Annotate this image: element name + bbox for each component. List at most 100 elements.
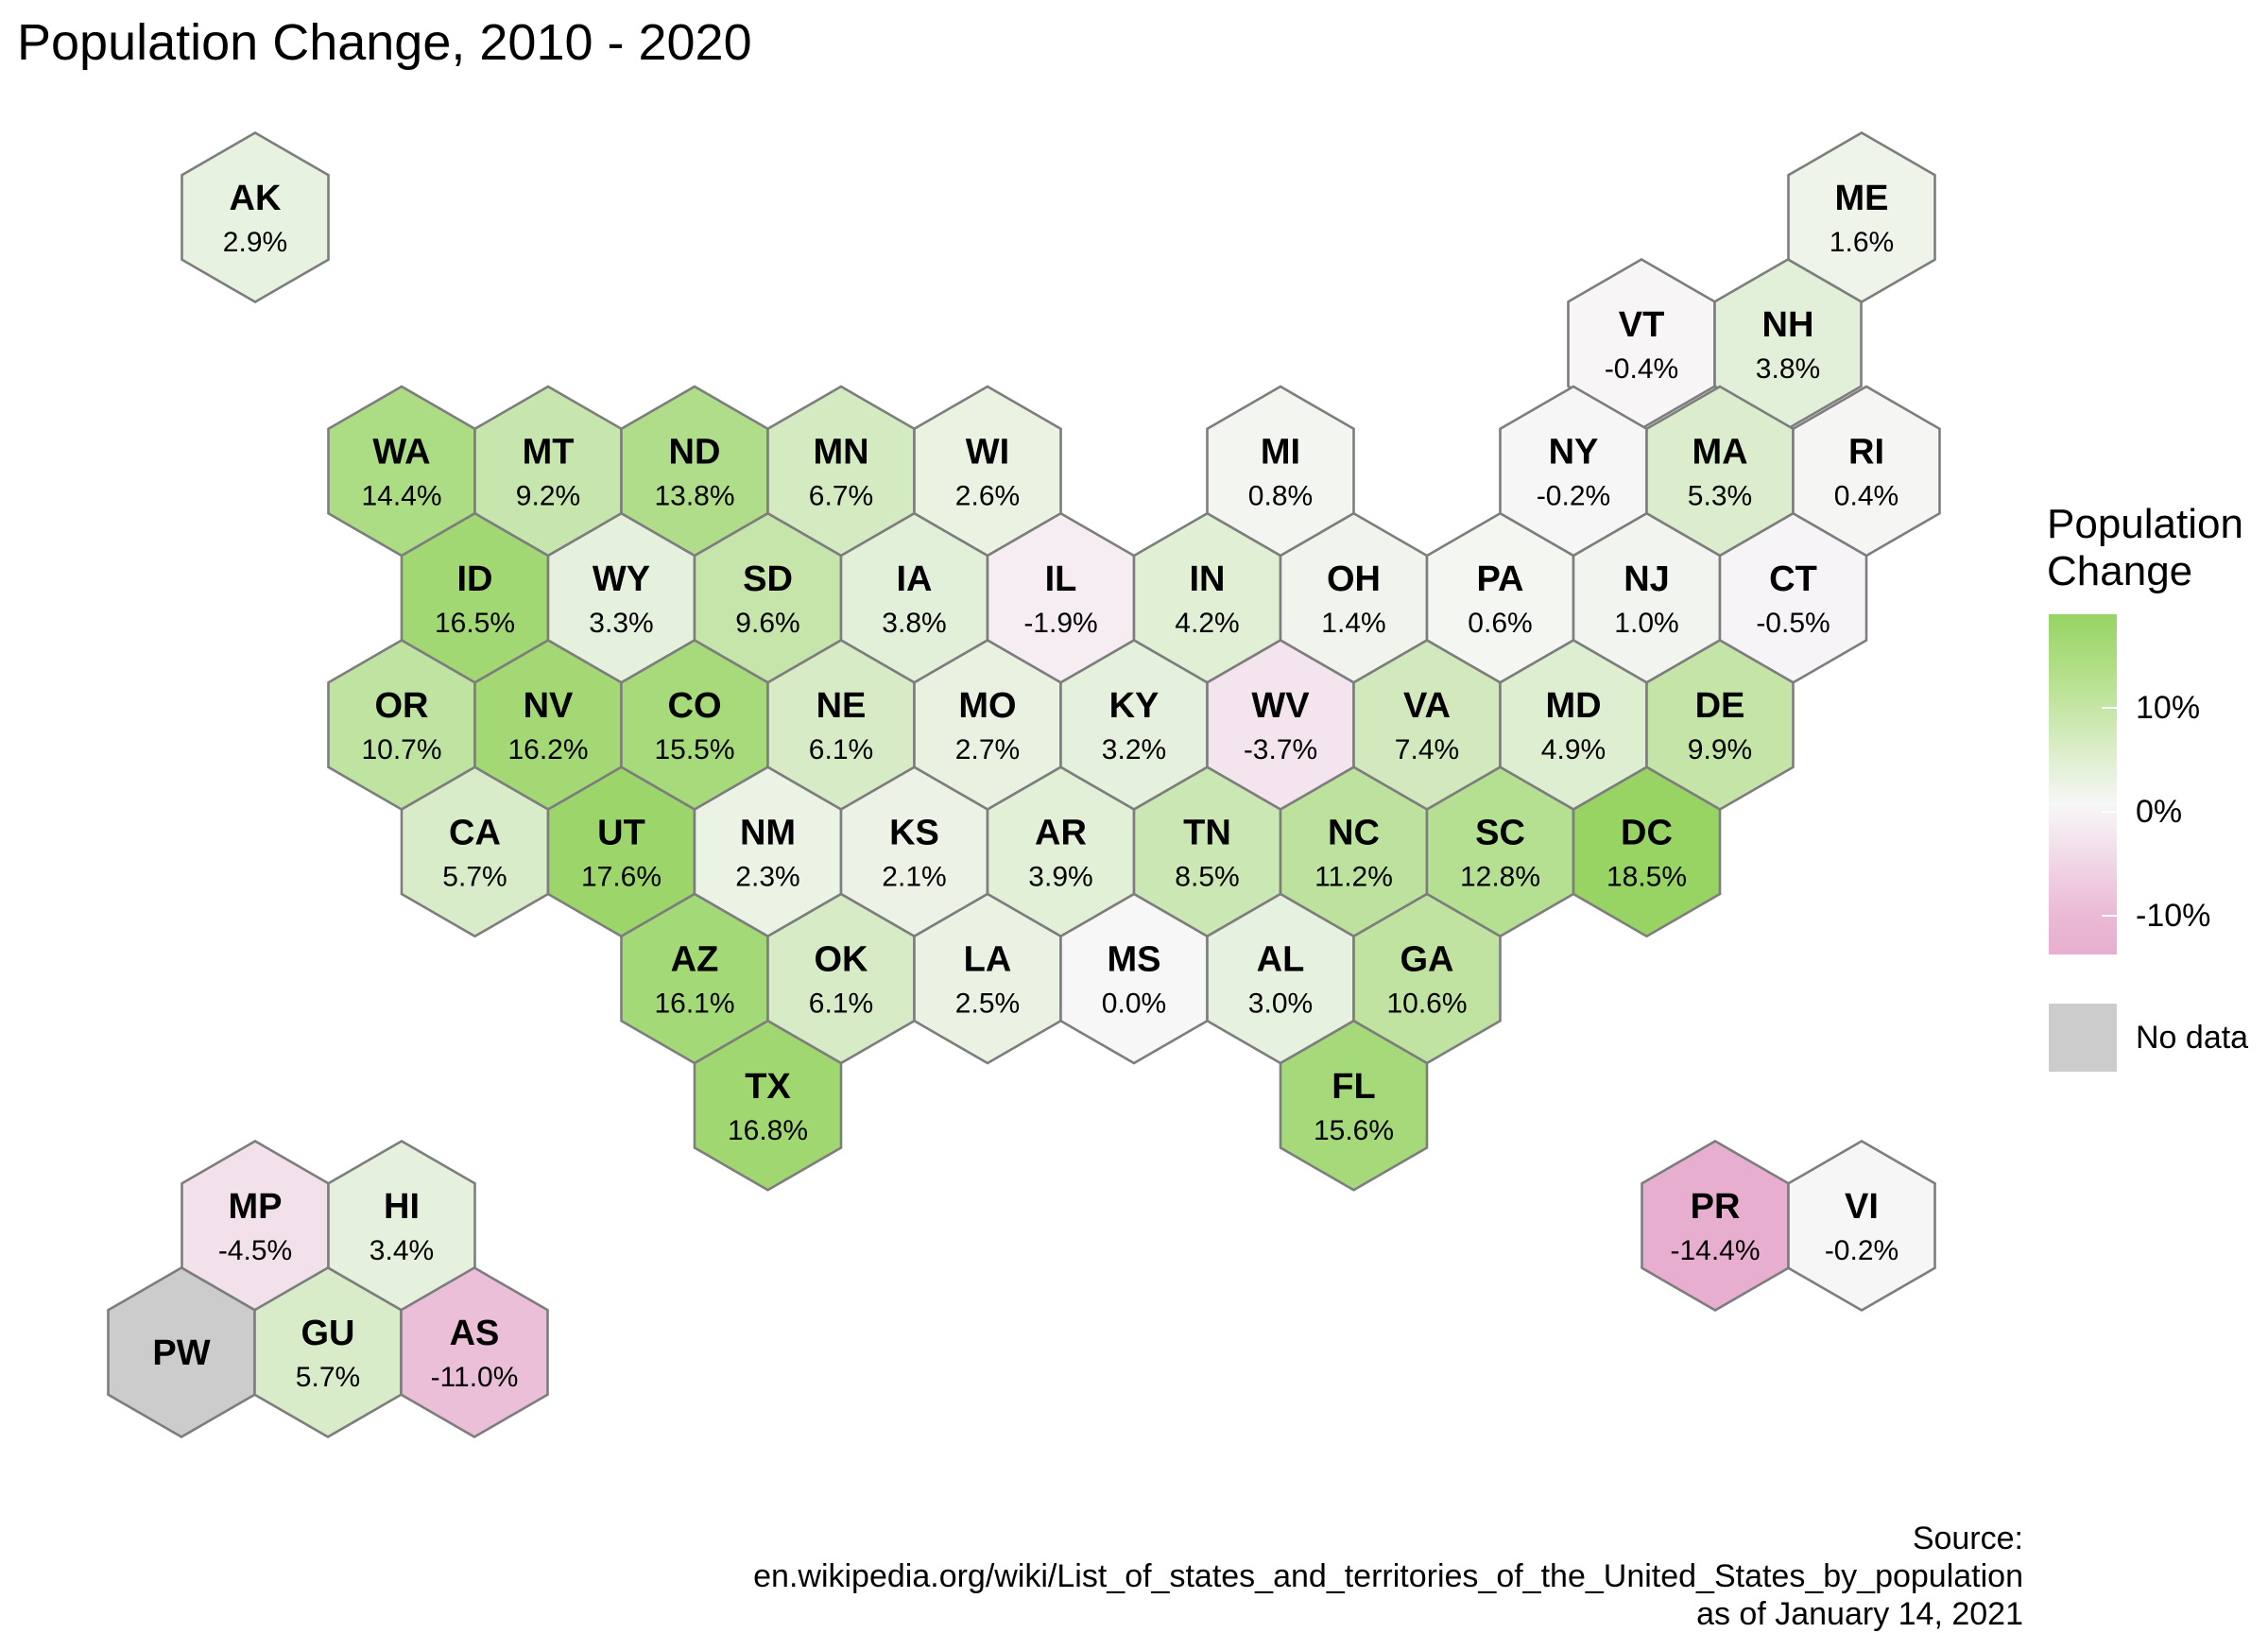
legend-tick-label: 10%	[2136, 690, 2201, 726]
tile-abbr: AZ	[671, 940, 719, 980]
hex-tile-wy: WY 3.3%	[546, 511, 696, 684]
tile-value: -0.2%	[1537, 481, 1610, 512]
hex-tile-pr: PR -14.4%	[1641, 1139, 1790, 1313]
legend-tick-label: -10%	[2136, 898, 2211, 934]
tile-value: 1.4%	[1321, 608, 1385, 639]
hex-cell	[1279, 1019, 1429, 1192]
hex-tile-or: OR 10.7%	[327, 638, 476, 812]
tile-abbr: NM	[740, 813, 796, 852]
tile-abbr: LA	[964, 940, 1012, 980]
tile-value: 0.4%	[1834, 481, 1899, 512]
tile-value: 13.8%	[654, 481, 734, 512]
tile-value: 5.7%	[296, 1362, 360, 1393]
tile-value: 2.5%	[955, 988, 1020, 1020]
tile-value: 9.9%	[1688, 734, 1752, 765]
legend-tick-mark	[2102, 707, 2117, 709]
legend-title-line1: Population	[2047, 501, 2243, 547]
tile-value: 5.7%	[442, 861, 507, 892]
tile-value: 16.5%	[435, 608, 515, 639]
source-caption: Source: en.wikipedia.org/wiki/List_of_st…	[753, 1520, 2023, 1633]
tile-abbr: OH	[1327, 559, 1381, 599]
tile-value: 0.8%	[1248, 481, 1313, 512]
tile-value: -4.5%	[218, 1235, 292, 1266]
tile-abbr: NY	[1549, 433, 1599, 473]
legend-title: Population Change	[2047, 501, 2264, 595]
tile-abbr: ND	[669, 433, 721, 473]
hex-tile-tn: TN 8.5%	[1132, 765, 1282, 938]
tile-abbr: VT	[1619, 305, 1665, 345]
hex-tile-dc: DC 18.5%	[1572, 765, 1722, 938]
tile-abbr: OR	[375, 686, 429, 726]
legend-nodata-label: No data	[2136, 1020, 2249, 1056]
tile-value: 3.8%	[1756, 353, 1820, 385]
tile-value: 1.0%	[1614, 608, 1678, 639]
tile-value: 4.2%	[1175, 608, 1239, 639]
hex-tile-al: AL 3.0%	[1206, 892, 1355, 1065]
tile-value: 3.8%	[882, 608, 946, 639]
tile-abbr: HI	[384, 1187, 420, 1227]
hex-tile-il: IL -1.9%	[986, 511, 1136, 684]
tile-abbr: NC	[1328, 813, 1380, 852]
tile-abbr: RI	[1848, 433, 1884, 473]
tile-abbr: GU	[301, 1314, 355, 1353]
tile-value: 8.5%	[1175, 861, 1239, 892]
tile-abbr: VI	[1845, 1187, 1879, 1227]
hex-tile-in: IN 4.2%	[1132, 511, 1282, 684]
tile-abbr: KS	[889, 813, 939, 852]
hex-tile-nd: ND 13.8%	[620, 385, 769, 558]
tile-abbr: MS	[1108, 940, 1161, 980]
tile-value: 6.1%	[809, 988, 873, 1020]
hex-tile-ny: NY -0.2%	[1499, 385, 1648, 558]
tile-abbr: GA	[1400, 940, 1454, 980]
tile-value: 2.3%	[735, 861, 799, 892]
tile-value: 3.3%	[589, 608, 653, 639]
tile-value: 3.9%	[1028, 861, 1092, 892]
tile-abbr: IA	[897, 559, 933, 599]
hex-tile-la: LA 2.5%	[913, 892, 1062, 1065]
legend-tick-mark	[2102, 915, 2117, 917]
hex-tile-ok: OK 6.1%	[766, 892, 916, 1065]
hex-tile-pa: PA 0.6%	[1425, 511, 1575, 684]
hex-tile-nc: NC 11.2%	[1279, 765, 1429, 938]
tile-value: 16.8%	[728, 1115, 808, 1146]
tile-value: 17.6%	[581, 861, 662, 892]
hex-cell	[180, 130, 330, 304]
tile-value: -0.5%	[1756, 608, 1830, 639]
tile-abbr: MD	[1545, 686, 1601, 726]
tile-abbr: OK	[815, 940, 869, 980]
tile-abbr: ID	[457, 559, 493, 599]
hex-tile-ut: UT 17.6%	[546, 765, 696, 938]
legend-tick-mark	[2102, 811, 2117, 813]
tile-abbr: MO	[958, 686, 1016, 726]
tile-abbr: NJ	[1624, 559, 1670, 599]
hex-tile-ky: KY 3.2%	[1059, 638, 1209, 812]
tile-value: 3.4%	[369, 1235, 434, 1266]
tile-abbr: TX	[745, 1067, 791, 1107]
tile-abbr: MN	[813, 433, 868, 473]
tile-value: 2.9%	[223, 227, 287, 258]
hex-tile-vi: VI -0.2%	[1787, 1139, 1936, 1313]
legend-title-line2: Change	[2047, 548, 2193, 594]
tile-abbr: CA	[449, 813, 501, 852]
tile-abbr: SD	[743, 559, 793, 599]
tile-value: 15.6%	[1314, 1115, 1394, 1146]
hex-tile-az: AZ 16.1%	[620, 892, 769, 1065]
tile-value: 0.6%	[1468, 608, 1532, 639]
hex-tile-nh: NH 3.8%	[1713, 257, 1863, 431]
hex-tile-va: VA 7.4%	[1352, 638, 1502, 812]
tile-value: 0.0%	[1102, 988, 1166, 1020]
tile-value: 2.1%	[882, 861, 946, 892]
legend-nodata-swatch	[2049, 1004, 2117, 1072]
tile-value: 10.7%	[361, 734, 441, 765]
tile-abbr: AS	[450, 1314, 500, 1353]
tile-abbr: PW	[152, 1333, 210, 1373]
chart-title: Population Change, 2010 - 2020	[17, 14, 752, 71]
tile-abbr: ME	[1835, 179, 1889, 218]
tile-abbr: CT	[1769, 559, 1817, 599]
tile-abbr: NV	[524, 686, 574, 726]
tile-value: -1.9%	[1023, 608, 1097, 639]
tile-abbr: IN	[1190, 559, 1226, 599]
hex-tile-fl: FL 15.6%	[1279, 1019, 1429, 1192]
legend-tick-label: 0%	[2136, 794, 2183, 830]
tile-value: 14.4%	[361, 481, 441, 512]
